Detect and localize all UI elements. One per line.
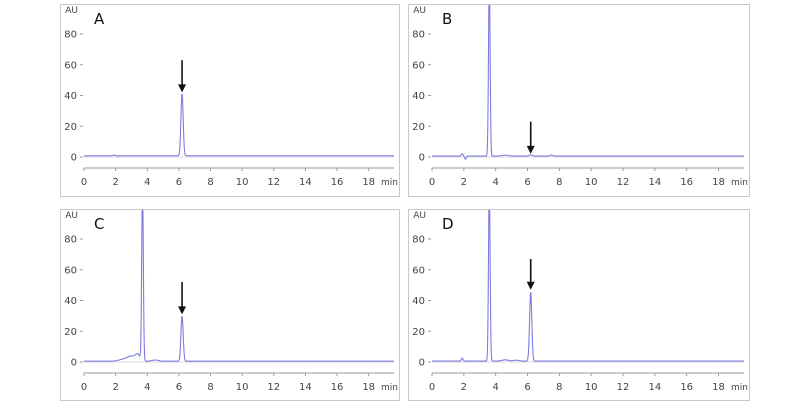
panel-frame [60, 4, 400, 197]
chart-panel-a: 0 20 40 60 80 AU 0 2 4 6 8 10 12 14 16 18 min A [60, 4, 400, 197]
panel-frame [408, 4, 750, 197]
y-tick-label: 60 [412, 60, 425, 71]
y-tick-label: 20 [412, 327, 425, 338]
panel-frame [408, 209, 750, 401]
chart-panel-c: 0 20 40 60 80 AU 0 2 4 6 8 10 12 14 16 18 min C [60, 209, 400, 401]
panel-label: C [94, 215, 104, 233]
x-tick-label: 14 [648, 177, 661, 188]
y-tick-label: 80 [64, 235, 77, 246]
y-axis-label: AU [413, 211, 426, 221]
x-tick-label: 16 [331, 177, 344, 188]
y-tick-label: 0 [419, 153, 425, 164]
y-tick-label: 40 [412, 91, 425, 102]
panel-frame [60, 209, 400, 401]
x-tick-label: 18 [712, 177, 725, 188]
y-tick-label: 60 [64, 265, 77, 276]
y-tick-label: 60 [64, 60, 77, 71]
y-axis-label: AU [413, 6, 426, 16]
y-tick-label: 40 [64, 296, 77, 307]
x-tick-label: 12 [617, 382, 630, 393]
x-tick-label: 4 [144, 382, 150, 393]
x-tick-label: 16 [331, 382, 344, 393]
y-tick-label: 60 [412, 265, 425, 276]
chromatogram-trace [432, 210, 744, 362]
y-tick-label: 40 [64, 91, 77, 102]
y-axis-label: AU [65, 6, 78, 16]
x-tick-label: 12 [267, 382, 280, 393]
arrow-down-icon [178, 306, 187, 315]
x-tick-label: 4 [144, 177, 150, 188]
x-tick-label: 4 [492, 382, 498, 393]
x-tick-label: 0 [429, 177, 435, 188]
x-tick-label: 2 [461, 382, 467, 393]
y-tick-label: 80 [64, 30, 77, 41]
x-tick-label: 16 [680, 177, 693, 188]
x-tick-label: 12 [617, 177, 630, 188]
y-tick-label: 0 [71, 153, 77, 164]
y-tick-label: 80 [412, 30, 425, 41]
y-tick-label: 0 [419, 358, 425, 369]
arrow-down-icon [178, 84, 187, 93]
panel-label: D [442, 215, 454, 233]
x-tick-label: 0 [429, 382, 435, 393]
x-axis-label: min [381, 383, 398, 393]
chromatogram-trace [84, 210, 394, 362]
panel-label: A [94, 10, 105, 28]
x-tick-label: 4 [492, 177, 498, 188]
x-tick-label: 10 [236, 382, 249, 393]
x-tick-label: 10 [236, 177, 249, 188]
y-tick-label: 20 [64, 122, 77, 133]
y-tick-label: 20 [64, 327, 77, 338]
x-tick-label: 8 [207, 177, 213, 188]
panel-label: B [442, 10, 452, 28]
x-tick-label: 10 [585, 382, 598, 393]
x-tick-label: 6 [176, 382, 182, 393]
x-axis-label: min [731, 178, 748, 188]
arrow-down-icon [526, 281, 535, 290]
x-tick-label: 6 [176, 177, 182, 188]
x-tick-label: 6 [524, 177, 530, 188]
x-tick-label: 18 [362, 177, 375, 188]
x-tick-label: 0 [81, 177, 87, 188]
x-tick-label: 10 [585, 177, 598, 188]
y-tick-label: 20 [412, 122, 425, 133]
x-tick-label: 8 [207, 382, 213, 393]
x-tick-label: 8 [556, 382, 562, 393]
x-tick-label: 12 [267, 177, 280, 188]
x-tick-label: 18 [362, 382, 375, 393]
chart-panel-d: 0 20 40 60 80 AU 0 2 4 6 8 10 12 14 16 18 min D [408, 209, 750, 401]
chromatogram-trace [84, 93, 394, 157]
chromatogram-trace [432, 5, 744, 160]
x-tick-label: 0 [81, 382, 87, 393]
x-axis-label: min [381, 178, 398, 188]
x-tick-label: 2 [112, 382, 118, 393]
x-tick-label: 2 [461, 177, 467, 188]
x-tick-label: 2 [112, 177, 118, 188]
x-tick-label: 18 [712, 382, 725, 393]
x-tick-label: 6 [524, 382, 530, 393]
y-tick-label: 40 [412, 296, 425, 307]
y-tick-label: 80 [412, 235, 425, 246]
x-tick-label: 14 [299, 382, 312, 393]
chart-panel-b: 0 20 40 60 80 AU 0 2 4 6 8 10 12 14 16 18 min B [408, 4, 750, 197]
x-axis-label: min [731, 383, 748, 393]
x-tick-label: 8 [556, 177, 562, 188]
x-tick-label: 14 [299, 177, 312, 188]
y-axis-label: AU [65, 211, 78, 221]
x-tick-label: 14 [648, 382, 661, 393]
y-tick-label: 0 [71, 358, 77, 369]
x-tick-label: 16 [680, 382, 693, 393]
arrow-down-icon [526, 145, 535, 154]
